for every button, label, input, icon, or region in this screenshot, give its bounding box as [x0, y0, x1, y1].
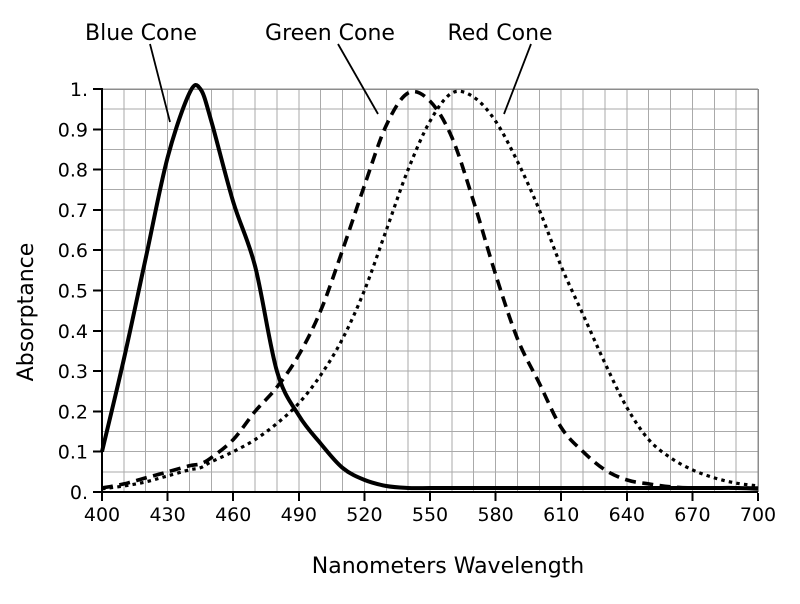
curve-label-red-cone: Red Cone — [447, 21, 552, 46]
x-tick-label: 580 — [477, 504, 513, 526]
x-axis-label: Nanometers Wavelength — [312, 554, 584, 579]
x-tick-label: 460 — [215, 504, 251, 526]
x-tick-label: 490 — [281, 504, 317, 526]
y-tick-labels: 1. 0.9 0.8 0.7 0.6 0.5 0.4 0.3 0.2 0.1 0. — [58, 79, 88, 504]
y-tick-label: 0.3 — [58, 361, 88, 383]
x-tick-label: 520 — [346, 504, 382, 526]
y-tick-label: 0. — [70, 482, 88, 504]
leader-line-blue-cone — [149, 43, 171, 123]
leader-line-red-cone — [503, 43, 532, 115]
y-axis-label: Absorptance — [14, 243, 39, 382]
y-ticks — [93, 88, 101, 493]
x-tick-label: 640 — [609, 504, 645, 526]
grid-lines — [102, 89, 758, 492]
y-tick-label: 0.6 — [58, 240, 88, 262]
x-tick-label: 670 — [674, 504, 710, 526]
y-tick-label: 0.2 — [58, 401, 88, 423]
x-tick-label: 700 — [740, 504, 776, 526]
y-tick-label: 0.1 — [58, 442, 88, 464]
y-tick-label: 0.8 — [58, 160, 88, 182]
x-tick-label: 610 — [543, 504, 579, 526]
y-tick-label: 1. — [70, 79, 88, 101]
x-ticks — [101, 493, 759, 501]
series-red-cone — [101, 89, 759, 491]
series-green-cone — [101, 89, 758, 490]
leader-line-green-cone — [337, 43, 379, 115]
y-tick-label: 0.4 — [58, 321, 88, 343]
plot-border — [102, 88, 759, 492]
x-tick-label: 400 — [84, 504, 120, 526]
series-blue-cone — [100, 83, 759, 491]
y-tick-label: 0.9 — [58, 119, 88, 141]
curve-label-blue-cone: Blue Cone — [85, 21, 197, 46]
x-tick-label: 430 — [149, 504, 185, 526]
x-tick-label: 550 — [412, 504, 448, 526]
x-tick-labels: 400 430 460 490 520 550 580 610 640 670 700 — [84, 504, 776, 526]
y-tick-label: 0.7 — [58, 200, 88, 222]
curve-label-green-cone: Green Cone — [265, 21, 395, 46]
y-tick-label: 0.5 — [58, 281, 88, 303]
axes — [101, 88, 758, 493]
